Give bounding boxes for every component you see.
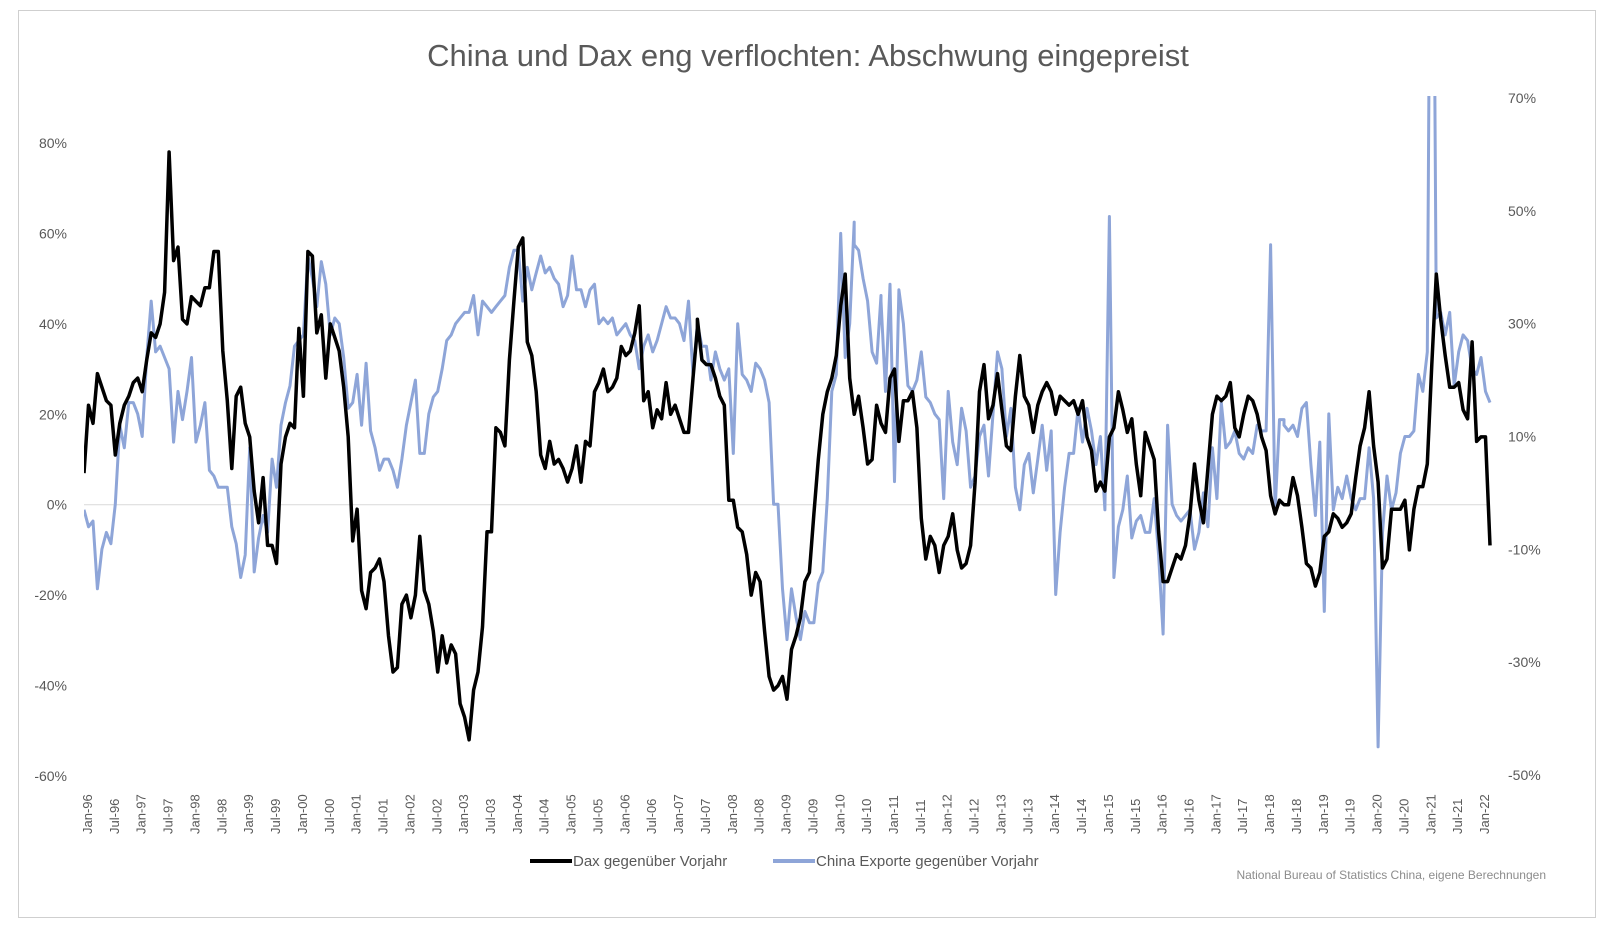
x-tick-label: Jan-11 [886, 795, 901, 834]
right-tick-label: 30% [1508, 316, 1536, 332]
x-tick-label: Jul-18 [1289, 799, 1304, 834]
series-line-dax [84, 150, 1492, 742]
x-tick-label: Jan-01 [349, 794, 364, 834]
x-tick-label: Jul-19 [1343, 799, 1358, 834]
x-tick-label: Jul-08 [752, 799, 767, 834]
x-tick-label: Jul-00 [322, 799, 337, 834]
x-tick-label: Jan-03 [456, 794, 471, 834]
x-tick-label: Jul-16 [1182, 799, 1197, 834]
x-tick-label: Jul-97 [161, 799, 176, 834]
x-axis: Jan-96 Jul-96 Jan-97 Jul-97 Jan-98 Jul-98 Jan-… [80, 794, 1492, 834]
legend-label-china: China Exporte gegenüber Vorjahr [816, 853, 1039, 870]
right-tick-label: 10% [1508, 429, 1536, 445]
left-tick-label: 0% [47, 497, 67, 513]
x-tick-label: Jan-99 [241, 794, 256, 834]
x-tick-label: Jul-99 [268, 799, 283, 834]
x-tick-label: Jul-96 [107, 799, 122, 834]
right-y-axis: 70% 50% 30% 10% -10% -30% -50% [1508, 90, 1541, 783]
x-tick-label: Jul-03 [483, 799, 498, 834]
x-tick-label: Jan-96 [80, 794, 95, 834]
x-tick-label: Jan-21 [1423, 794, 1438, 834]
series-line-china-exports [84, 96, 1492, 749]
right-tick-label: -10% [1508, 541, 1541, 557]
left-tick-label: 80% [39, 135, 67, 151]
x-tick-label: Jul-13 [1020, 799, 1035, 834]
x-tick-label: Jul-04 [537, 799, 552, 834]
x-tick-label: Jul-20 [1396, 799, 1411, 834]
chart-title: China und Dax eng verflochten: Abschwung… [427, 38, 1189, 73]
x-tick-label: Jul-12 [967, 799, 982, 834]
left-tick-label: -20% [34, 587, 67, 603]
x-tick-label: Jan-19 [1316, 794, 1331, 834]
x-tick-label: Jan-15 [1101, 794, 1116, 834]
x-tick-label: Jan-22 [1477, 794, 1492, 834]
x-tick-label: Jan-06 [617, 794, 632, 834]
left-tick-label: 60% [39, 225, 67, 241]
x-tick-label: Jul-06 [644, 799, 659, 834]
left-tick-label: 40% [39, 316, 67, 332]
x-tick-label: Jan-17 [1208, 794, 1223, 834]
x-tick-label: Jul-21 [1450, 799, 1465, 834]
x-tick-label: Jul-07 [698, 799, 713, 834]
x-tick-label: Jul-09 [805, 799, 820, 834]
x-tick-label: Jan-07 [671, 794, 686, 834]
x-tick-label: Jan-09 [779, 794, 794, 834]
x-tick-label: Jan-18 [1262, 794, 1277, 834]
right-tick-label: 50% [1508, 203, 1536, 219]
x-tick-label: Jan-00 [295, 794, 310, 834]
x-tick-label: Jul-14 [1074, 799, 1089, 834]
x-tick-label: Jan-08 [725, 794, 740, 834]
x-tick-label: Jul-98 [214, 799, 229, 834]
x-tick-label: Jan-14 [1047, 794, 1062, 834]
x-tick-label: Jan-04 [510, 794, 525, 834]
legend: Dax gegenüber Vorjahr China Exporte gegen… [530, 853, 1039, 870]
x-tick-label: Jan-97 [134, 794, 149, 834]
x-tick-label: Jan-16 [1155, 794, 1170, 834]
x-tick-label: Jul-05 [590, 799, 605, 834]
left-tick-label: -40% [34, 678, 67, 694]
legend-label-dax: Dax gegenüber Vorjahr [573, 853, 727, 870]
x-tick-label: Jul-15 [1128, 799, 1143, 834]
x-tick-label: Jan-05 [564, 794, 579, 834]
x-tick-label: Jan-13 [993, 794, 1008, 834]
x-tick-label: Jul-01 [376, 799, 391, 834]
x-tick-label: Jul-10 [859, 799, 874, 834]
left-tick-label: 20% [39, 406, 67, 422]
right-tick-label: 70% [1508, 90, 1536, 106]
x-tick-label: Jul-11 [913, 800, 928, 834]
series-layer [84, 96, 1492, 749]
x-tick-label: Jan-10 [832, 794, 847, 834]
chart-frame [18, 10, 1596, 918]
right-tick-label: -30% [1508, 654, 1541, 670]
x-tick-label: Jul-17 [1235, 799, 1250, 834]
x-tick-label: Jan-98 [187, 794, 202, 834]
source-note: National Bureau of Statistics China, eig… [1236, 868, 1546, 882]
right-tick-label: -50% [1508, 767, 1541, 783]
left-y-axis: 80% 60% 40% 20% 0% -20% -40% -60% [34, 135, 67, 784]
x-tick-label: Jan-12 [940, 794, 955, 834]
x-tick-label: Jan-20 [1370, 794, 1385, 834]
x-tick-label: Jan-02 [402, 794, 417, 834]
left-tick-label: -60% [34, 768, 67, 784]
x-tick-label: Jul-02 [429, 799, 444, 834]
